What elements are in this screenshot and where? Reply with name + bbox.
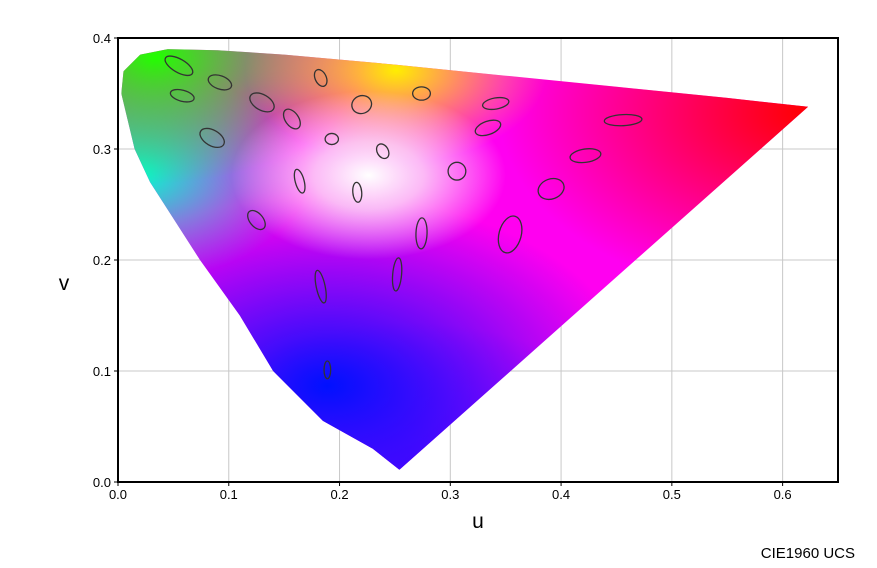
macadam-ellipse bbox=[447, 161, 467, 181]
caption: CIE1960 UCS bbox=[761, 545, 855, 562]
macadam-ellipse bbox=[497, 215, 523, 254]
x-tick-label: 0.1 bbox=[220, 487, 238, 502]
y-tick-label: 0.0 bbox=[93, 475, 111, 490]
macadam-ellipse bbox=[537, 177, 565, 201]
macadam-ellipse bbox=[293, 168, 306, 194]
macadam-ellipse bbox=[351, 94, 373, 115]
y-tick-label: 0.3 bbox=[93, 142, 111, 157]
gamut-fill bbox=[121, 49, 809, 470]
macadam-ellipse bbox=[415, 217, 428, 250]
macadam-ellipse bbox=[207, 74, 233, 91]
macadam-ellipse bbox=[247, 209, 266, 231]
macadam-ellipse bbox=[313, 68, 328, 87]
macadam-ellipse bbox=[603, 113, 643, 127]
y-tick-label: 0.1 bbox=[93, 364, 111, 379]
macadam-ellipse bbox=[481, 96, 510, 111]
macadam-ellipse bbox=[169, 88, 195, 103]
macadam-ellipse bbox=[314, 269, 327, 304]
y-tick-label: 0.2 bbox=[93, 253, 111, 268]
macadam-ellipse bbox=[324, 132, 340, 146]
macadam-ellipse bbox=[391, 257, 403, 292]
macadam-ellipse bbox=[282, 108, 301, 130]
macadam-ellipse bbox=[474, 119, 502, 137]
x-axis-label: u bbox=[472, 510, 484, 533]
macadam-ellipse bbox=[411, 86, 432, 101]
y-axis-label: v bbox=[59, 272, 70, 295]
x-tick-label: 0.3 bbox=[441, 487, 459, 502]
y-tick-label: 0.4 bbox=[93, 31, 111, 46]
x-tick-label: 0.2 bbox=[330, 487, 348, 502]
macadam-ellipse bbox=[199, 127, 225, 149]
macadam-ellipse bbox=[164, 55, 194, 77]
x-tick-label: 0.6 bbox=[774, 487, 792, 502]
x-tick-label: 0.5 bbox=[663, 487, 681, 502]
macadam-ellipse bbox=[569, 148, 602, 164]
x-tick-label: 0.0 bbox=[109, 487, 127, 502]
gamut-shade bbox=[121, 49, 809, 470]
macadam-ellipse bbox=[352, 181, 363, 203]
macadam-ellipse bbox=[249, 92, 275, 113]
x-tick-label: 0.4 bbox=[552, 487, 570, 502]
macadam-ellipse bbox=[375, 143, 390, 160]
marks bbox=[164, 55, 643, 380]
macadam-ellipse bbox=[323, 360, 332, 380]
